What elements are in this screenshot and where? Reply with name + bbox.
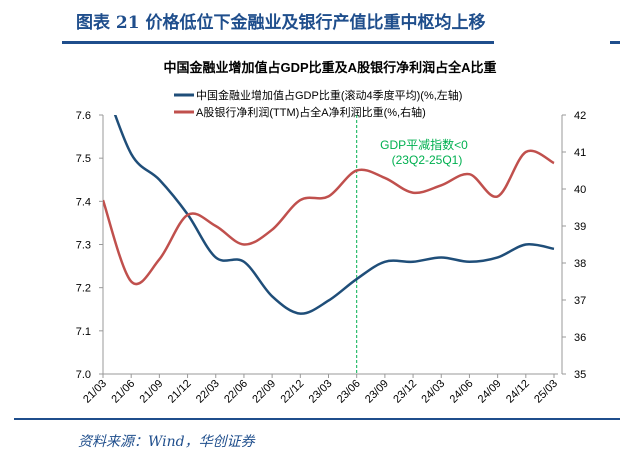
right-tick-label: 36 (574, 332, 586, 344)
x-tick-label: 21/03 (81, 378, 109, 406)
x-tick-label: 23/09 (363, 378, 391, 406)
x-tick-label: 22/03 (194, 378, 222, 406)
x-tick-label: 21/06 (109, 378, 137, 406)
x-tick-label: 23/03 (307, 378, 335, 406)
left-tick-label: 7.2 (76, 283, 91, 295)
x-tick-label: 24/06 (448, 378, 476, 406)
series-line-bank (103, 149, 555, 286)
x-tick-label: 23/06 (335, 378, 363, 406)
x-tick-label: 21/09 (138, 378, 166, 406)
annotation-line2: (23Q2-25Q1) (392, 153, 463, 167)
source-note: 资料来源：Wind，华创证券 (78, 434, 255, 450)
x-tick-label: 24/12 (504, 378, 532, 406)
legend-label-gdp: 中国金融业增加值占GDP比重(滚动4季度平均)(%,左轴) (196, 88, 462, 102)
right-tick-label: 40 (574, 184, 586, 196)
x-tick-label: 21/12 (166, 378, 194, 406)
left-tick-label: 7.3 (76, 240, 91, 252)
title-rule (62, 41, 494, 44)
title-rule-right (610, 41, 620, 44)
annotation-line1: GDP平减指数<0 (380, 137, 468, 152)
x-tick-label: 23/12 (391, 378, 419, 406)
left-tick-label: 7.5 (76, 153, 91, 165)
x-tick-label: 22/06 (222, 378, 250, 406)
legend-label-bank: A股银行净利润(TTM)占全A净利润比重(%,右轴) (196, 105, 426, 119)
x-tick-label: 25/03 (532, 378, 560, 406)
figure-title: 图表 21 价格低位下金融业及银行产值比重中枢均上移 (76, 13, 486, 33)
chart-title: 中国金融业增加值占GDP比重及A股银行净利润占全A比重 (164, 60, 497, 75)
right-tick-label: 39 (574, 221, 586, 233)
x-tick-label: 22/09 (250, 378, 278, 406)
left-tick-label: 7.6 (76, 110, 91, 122)
series-line-gdp (113, 115, 555, 315)
right-tick-label: 37 (574, 295, 586, 307)
right-tick-label: 42 (574, 110, 586, 122)
right-tick-label: 35 (574, 369, 586, 381)
left-tick-label: 7.4 (76, 196, 91, 208)
bottom-rule (14, 418, 620, 420)
left-tick-label: 7.0 (76, 369, 91, 381)
x-tick-label: 22/12 (278, 378, 306, 406)
x-tick-label: 24/03 (419, 378, 447, 406)
x-tick-label: 24/09 (476, 378, 504, 406)
right-tick-label: 41 (574, 147, 586, 159)
right-tick-label: 38 (574, 258, 586, 270)
left-tick-label: 7.1 (76, 326, 91, 338)
